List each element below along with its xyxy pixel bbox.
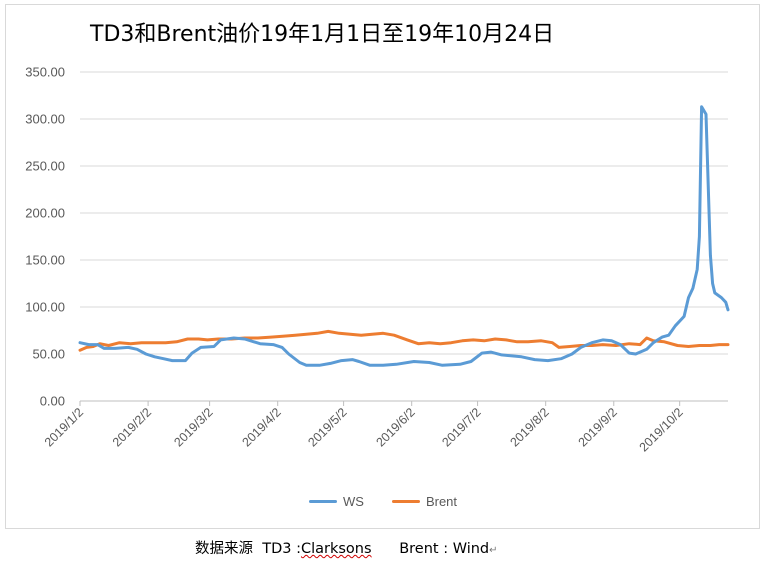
source-caption: 数据来源 TD3 :Clarksons Brent : Wind↵	[195, 537, 498, 558]
x-tick-label: 2019/2/2	[110, 405, 154, 449]
source-clarksons: Clarksons	[300, 541, 372, 557]
return-mark: ↵	[489, 545, 498, 556]
x-axis-ticks: 2019/1/2 2019/2/2 2019/3/2 2019/4/2 2019/5/2…	[42, 401, 686, 454]
y-tick-label: 150.00	[25, 253, 65, 268]
x-tick-label: 2019/10/2	[637, 405, 686, 454]
x-tick-label: 2019/7/2	[439, 405, 483, 449]
x-tick-label: 2019/9/2	[576, 405, 620, 449]
legend-swatch-ws	[308, 500, 337, 503]
series-line-brent	[78, 329, 730, 352]
x-tick-label: 2019/6/2	[373, 405, 417, 449]
x-tick-label: 2019/1/2	[42, 405, 86, 449]
x-tick-label: 2019/3/2	[171, 405, 215, 449]
source-prefix: 数据来源 TD3 :	[195, 541, 301, 557]
chart-title: TD3和Brent油价19年1月1日至19年10月24日	[90, 22, 555, 47]
y-tick-label: 300.00	[25, 112, 65, 127]
legend-label-ws: WS	[342, 494, 364, 509]
chart-frame	[5, 4, 760, 529]
y-axis-ticks: 0.00 50.00 100.00 150.00 200.00 250.00 300.00 3…	[25, 65, 65, 409]
source-rest: Brent : Wind	[371, 541, 490, 557]
y-tick-label: 100.00	[25, 300, 65, 315]
y-tick-label: 200.00	[25, 206, 65, 221]
legend-item-brent: Brent	[391, 494, 458, 509]
line-chart: 0.00 50.00 100.00 150.00 200.00 250.00 300.00 3…	[25, 65, 730, 454]
legend: WS Brent	[0, 494, 766, 509]
y-tick-label: 0.00	[40, 394, 65, 409]
series-line-ws	[78, 105, 730, 367]
x-tick-label: 2019/8/2	[507, 405, 551, 449]
legend-swatch-brent	[391, 500, 420, 503]
y-tick-label: 250.00	[25, 159, 65, 174]
legend-item-ws: WS	[308, 494, 364, 509]
y-tick-label: 50.00	[32, 347, 65, 362]
series-lines	[78, 105, 730, 367]
y-tick-label: 350.00	[25, 65, 65, 80]
gridlines	[80, 71, 728, 402]
x-tick-label: 2019/5/2	[305, 405, 349, 449]
x-tick-label: 2019/4/2	[240, 405, 284, 449]
legend-label-brent: Brent	[425, 494, 458, 509]
